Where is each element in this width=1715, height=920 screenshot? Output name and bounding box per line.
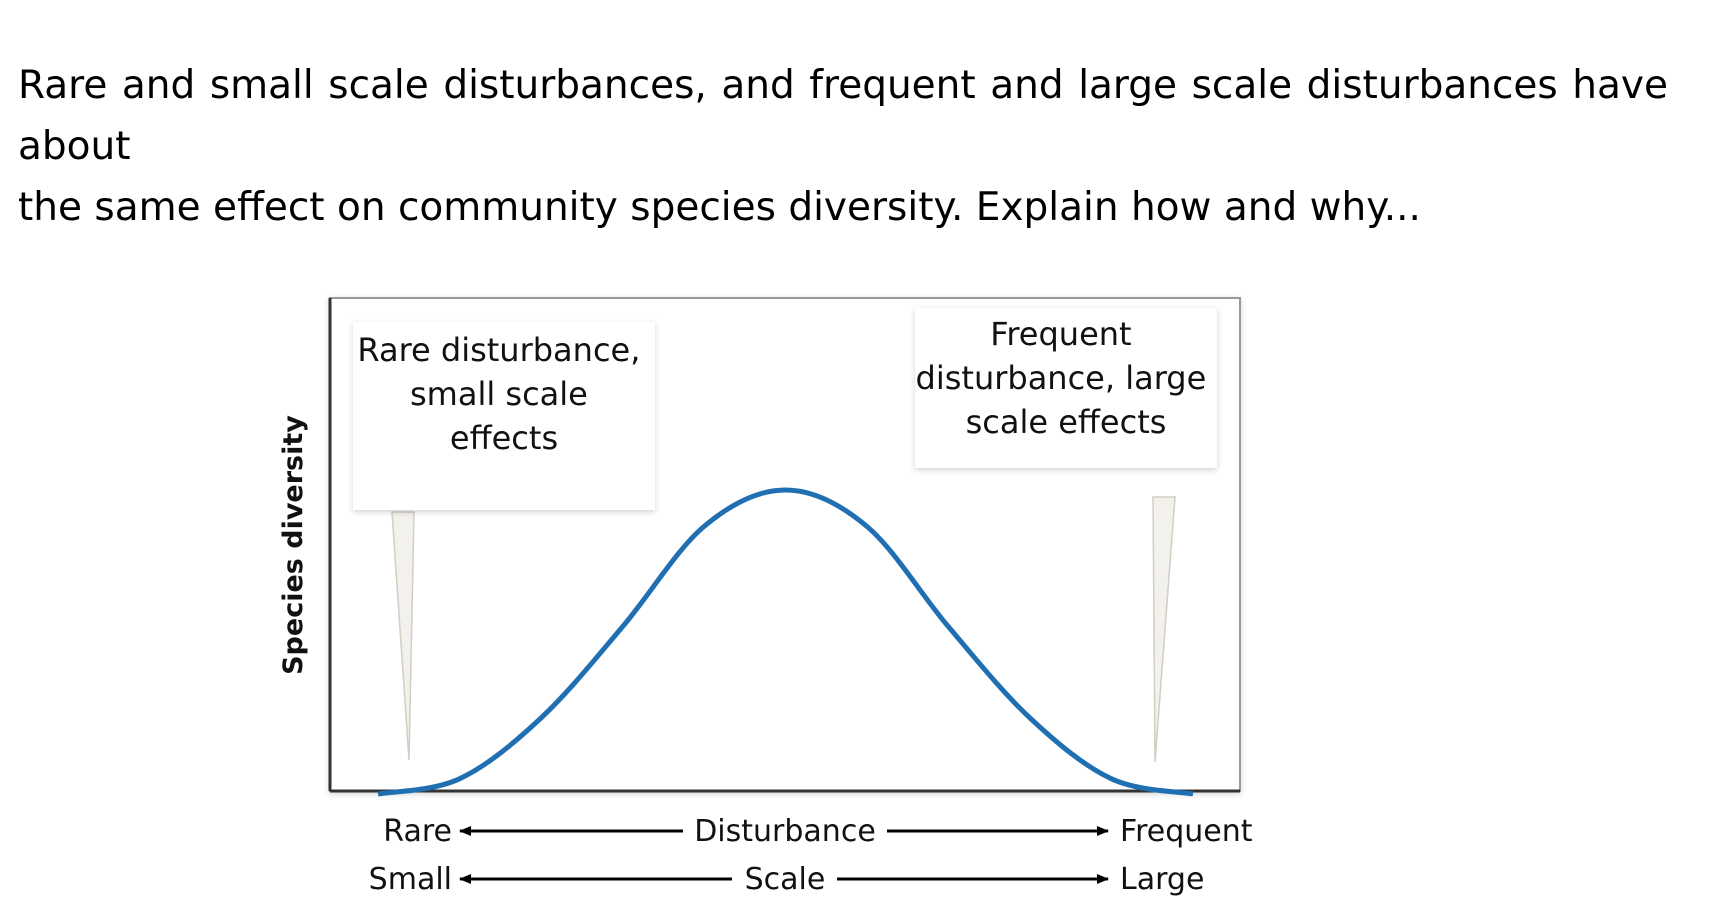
question-line-2: the same effect on community species div… [18,185,1421,230]
y-axis-label: Species diversity [278,415,309,675]
right-callout-line-1: Frequent [990,315,1131,353]
right-callout-line-3: scale effects [966,403,1167,441]
left-callout-pointer [391,511,415,761]
left-callout-text: Rare disturbance, small scale effects [357,331,650,457]
species-diversity-curve [377,487,1194,797]
x-row1-right: Frequent [1120,814,1253,849]
question-text: Rare and small scale disturbances, and f… [18,55,1668,238]
x-row1-left: Rare [383,814,452,849]
right-callout-box [915,308,1217,468]
question-line-1: Rare and small scale disturbances, and f… [18,63,1668,169]
x-row2-left: Small [369,862,452,897]
right-callout-pointer [1152,496,1176,763]
x-row2-right: Large [1120,862,1204,897]
left-callout-line-3: effects [450,419,558,457]
x-row2-center: Scale [745,862,826,897]
x-row1-center: Disturbance [694,814,876,849]
left-callout-line-1: Rare disturbance, [357,331,640,369]
right-callout-line-2: disturbance, large [916,359,1207,397]
right-callout-text: Frequent disturbance, large scale effect… [916,315,1217,441]
left-callout-line-2: small scale [410,375,588,413]
left-callout-box [353,322,655,510]
